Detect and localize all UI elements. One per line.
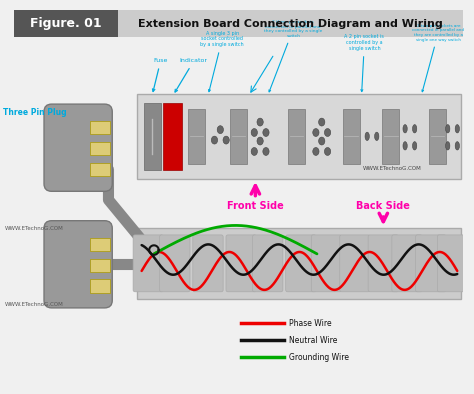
Text: Fuse: Fuse	[153, 58, 168, 91]
Text: WWW.ETechnoG.COM: WWW.ETechnoG.COM	[363, 166, 421, 171]
FancyBboxPatch shape	[160, 235, 190, 292]
Text: Three Pin Plug: Three Pin Plug	[3, 108, 66, 117]
Bar	[230, 109, 247, 164]
Text: Extension Board Connection Diagram and Wiring: Extension Board Connection Diagram and W…	[138, 19, 443, 28]
Text: Neutral Wire: Neutral Wire	[289, 336, 337, 345]
Ellipse shape	[455, 142, 459, 150]
Text: A 2 pin socket is
controlled by a
single switch: A 2 pin socket is controlled by a single…	[345, 35, 384, 91]
FancyBboxPatch shape	[311, 235, 342, 292]
Bar	[90, 142, 110, 155]
Text: WWW.ETechnoG.COM: WWW.ETechnoG.COM	[5, 301, 64, 307]
Bar	[137, 94, 461, 179]
FancyBboxPatch shape	[226, 235, 256, 292]
FancyBboxPatch shape	[193, 235, 223, 292]
Ellipse shape	[217, 126, 223, 134]
Ellipse shape	[403, 142, 407, 150]
Text: Back Side: Back Side	[356, 201, 410, 221]
Text: Phase Wire: Phase Wire	[289, 319, 331, 327]
Text: Indicator: Indicator	[175, 58, 208, 92]
Ellipse shape	[412, 125, 417, 133]
Text: Front Side: Front Side	[227, 186, 284, 211]
FancyBboxPatch shape	[133, 235, 164, 292]
Ellipse shape	[257, 118, 263, 126]
Ellipse shape	[263, 128, 269, 136]
Ellipse shape	[313, 128, 319, 136]
Ellipse shape	[455, 125, 459, 133]
Bar	[90, 238, 110, 251]
Ellipse shape	[412, 142, 417, 150]
Bar	[90, 163, 110, 176]
Ellipse shape	[374, 132, 379, 141]
Bar	[144, 103, 161, 169]
Bar	[137, 228, 461, 299]
Text: Figure. 01: Figure. 01	[30, 17, 101, 30]
Bar	[383, 109, 400, 164]
Ellipse shape	[211, 136, 218, 144]
Bar	[118, 10, 463, 37]
Ellipse shape	[223, 136, 229, 144]
Ellipse shape	[313, 147, 319, 155]
FancyBboxPatch shape	[44, 221, 112, 308]
Bar	[90, 121, 110, 134]
Text: A single 3 pin
socket controlled
by a single switch: A single 3 pin socket controlled by a si…	[201, 31, 244, 92]
Bar	[288, 109, 305, 164]
Bar	[90, 258, 110, 272]
FancyBboxPatch shape	[44, 104, 112, 191]
FancyBboxPatch shape	[438, 235, 468, 292]
Text: 2 two pin sockets are
connected in parallel and
they are controlled by a
single : 2 two pin sockets are connected in paral…	[412, 24, 465, 92]
Ellipse shape	[319, 118, 325, 126]
Ellipse shape	[446, 125, 450, 133]
Bar	[90, 279, 110, 293]
Ellipse shape	[365, 132, 369, 141]
Bar	[14, 10, 118, 37]
FancyBboxPatch shape	[368, 235, 399, 292]
Bar	[188, 109, 205, 164]
FancyBboxPatch shape	[340, 235, 370, 292]
Ellipse shape	[324, 147, 331, 155]
Text: 2 three pin sockets
connected in parallel and
they controlled by a single
switch: 2 three pin sockets connected in paralle…	[264, 20, 322, 92]
Ellipse shape	[263, 147, 269, 155]
FancyBboxPatch shape	[392, 235, 422, 292]
Bar	[429, 109, 446, 164]
Bar	[164, 103, 182, 169]
Ellipse shape	[403, 125, 407, 133]
Ellipse shape	[251, 147, 257, 155]
Text: WWW.ETechnoG.COM: WWW.ETechnoG.COM	[5, 226, 64, 231]
Ellipse shape	[257, 137, 263, 145]
Ellipse shape	[319, 137, 325, 145]
Text: Grounding Wire: Grounding Wire	[289, 353, 348, 362]
FancyBboxPatch shape	[286, 235, 316, 292]
Bar	[343, 109, 360, 164]
Ellipse shape	[324, 128, 331, 136]
Ellipse shape	[251, 128, 257, 136]
Ellipse shape	[446, 142, 450, 150]
FancyBboxPatch shape	[416, 235, 446, 292]
FancyBboxPatch shape	[253, 235, 283, 292]
